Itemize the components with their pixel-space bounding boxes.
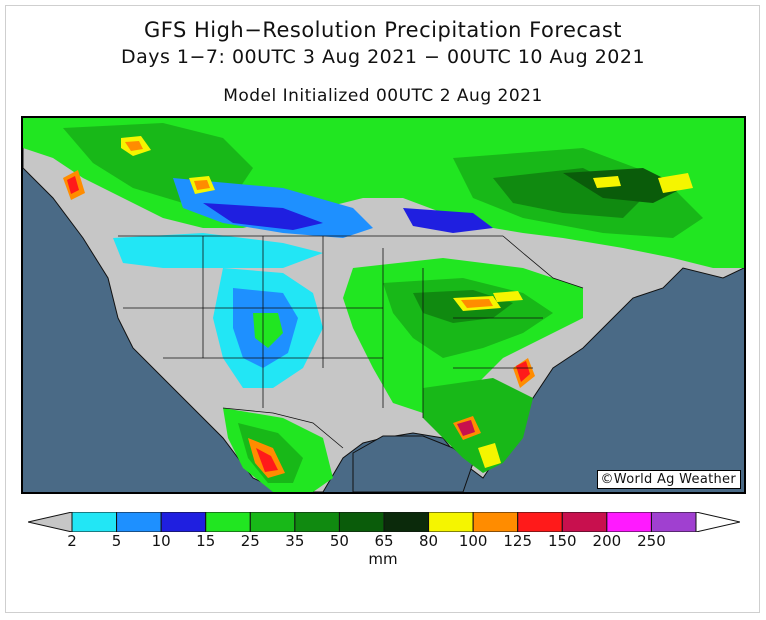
scale-tick-label: 65	[374, 532, 394, 550]
scale-bin	[116, 512, 162, 532]
scale-tick-label: 80	[419, 532, 439, 550]
precip-fields	[23, 118, 744, 492]
map-canvas	[23, 118, 744, 492]
scale-bin	[517, 512, 563, 532]
scale-tick-label: 25	[240, 532, 260, 550]
scale-below-arrow	[28, 512, 73, 532]
scale-ticks: 2 5 10 15 25 35 50 65 80 100 125 150 200 250	[0, 532, 766, 552]
scale-tick-label: 100	[458, 532, 488, 550]
scale-bin	[249, 512, 296, 532]
scale-bin	[428, 512, 474, 532]
scale-tick-label: 2	[67, 532, 77, 550]
boundaries	[118, 235, 584, 449]
scale-bin	[71, 512, 118, 532]
model-init-time: Model Initialized 00UTC 2 Aug 2021	[223, 86, 543, 106]
scale-bin	[338, 512, 385, 532]
forecast-period: Days 1−7: 00UTC 3 Aug 2021 − 00UTC 10 Au…	[120, 46, 646, 68]
scale-bin	[561, 512, 608, 532]
scale-bin	[606, 512, 652, 532]
scale-above-arrow	[695, 512, 740, 532]
scale-bin	[472, 512, 519, 532]
scale-bin	[160, 512, 207, 532]
scale-bin	[294, 512, 340, 532]
scale-bin	[205, 512, 251, 532]
scale-tick-label: 15	[196, 532, 216, 550]
scale-tick-label: 50	[329, 532, 349, 550]
scale-bin	[650, 512, 697, 532]
precipitation-map: ©World Ag Weather	[21, 116, 746, 494]
scale-tick-label: 5	[111, 532, 122, 550]
color-scale-bar	[28, 512, 740, 532]
scale-tick-label: 200	[592, 532, 622, 550]
scale-tick-label: 10	[151, 532, 171, 550]
scale-tick-label: 250	[637, 532, 666, 550]
scale-tick-label: 150	[547, 532, 577, 550]
map-credit: ©World Ag Weather	[596, 470, 741, 489]
map-title: GFS High−Resolution Precipitation Foreca…	[143, 18, 623, 42]
scale-unit: mm	[368, 550, 398, 568]
scale-tick-label: 125	[503, 532, 533, 550]
scale-bin	[383, 512, 430, 532]
scale-tick-label: 35	[285, 532, 305, 550]
